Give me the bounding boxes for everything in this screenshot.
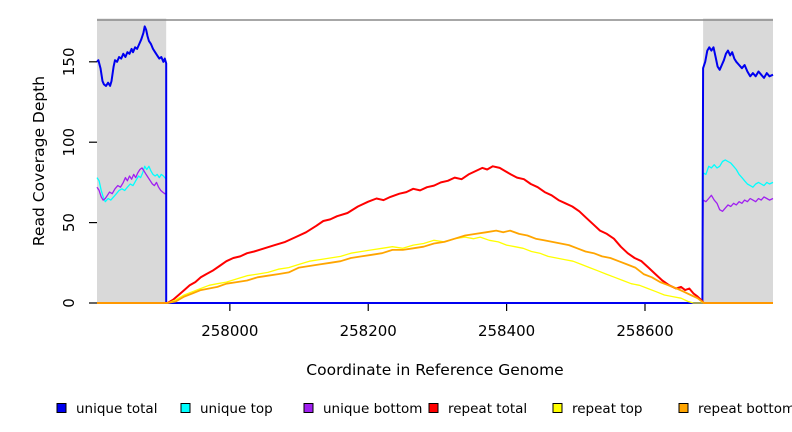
series-unique-top [96, 159, 774, 304]
y-axis-title: Read Coverage Depth [30, 76, 48, 246]
x-tick-label: 258200 [340, 322, 397, 340]
legend-item-repeat-total: repeat total [428, 401, 527, 417]
legend-item-repeat-bottom: repeat bottom [678, 401, 792, 417]
legend-label: unique top [200, 401, 273, 417]
legend-item-unique-bottom: unique bottom [303, 401, 422, 417]
y-tick-label: 100 [60, 128, 78, 157]
legend-swatch-unique-bottom [303, 403, 314, 413]
legend-swatch-unique-total [56, 403, 67, 413]
legend-item-unique-total: unique total [56, 401, 157, 417]
x-tick-label: 258600 [616, 322, 673, 340]
legend-item-repeat-top: repeat top [552, 401, 642, 417]
left-unique-flank-shade [97, 18, 167, 303]
legend-item-unique-top: unique top [180, 401, 273, 417]
series-repeat-total [97, 165, 773, 304]
series-unique-total [96, 25, 774, 304]
x-tick-label: 258000 [201, 322, 258, 340]
legend-label: unique bottom [323, 401, 422, 417]
series-layer [96, 25, 774, 304]
y-tick-label: 150 [60, 47, 78, 76]
legend-swatch-repeat-top [552, 403, 563, 413]
x-tick-label: 258400 [478, 322, 535, 340]
legend-swatch-repeat-total [428, 403, 439, 413]
shaded-regions-layer [97, 18, 773, 303]
legend-label: unique total [76, 401, 157, 417]
series-repeat-bottom [97, 229, 773, 304]
legend: unique total unique top unique bottom repea… [56, 401, 792, 417]
x-axis-title: Coordinate in Reference Genome [306, 361, 563, 379]
y-tick-label: 0 [60, 298, 78, 308]
legend-swatch-repeat-bottom [678, 403, 689, 413]
y-tick-label: 50 [60, 213, 78, 232]
series-unique-bottom [96, 167, 774, 304]
legend-label: repeat top [572, 401, 642, 417]
series-repeat-top [97, 236, 773, 304]
legend-swatch-unique-top [180, 403, 191, 413]
right-unique-flank-shade [703, 18, 773, 303]
legend-label: repeat total [448, 401, 527, 417]
legend-label: repeat bottom [698, 401, 792, 417]
